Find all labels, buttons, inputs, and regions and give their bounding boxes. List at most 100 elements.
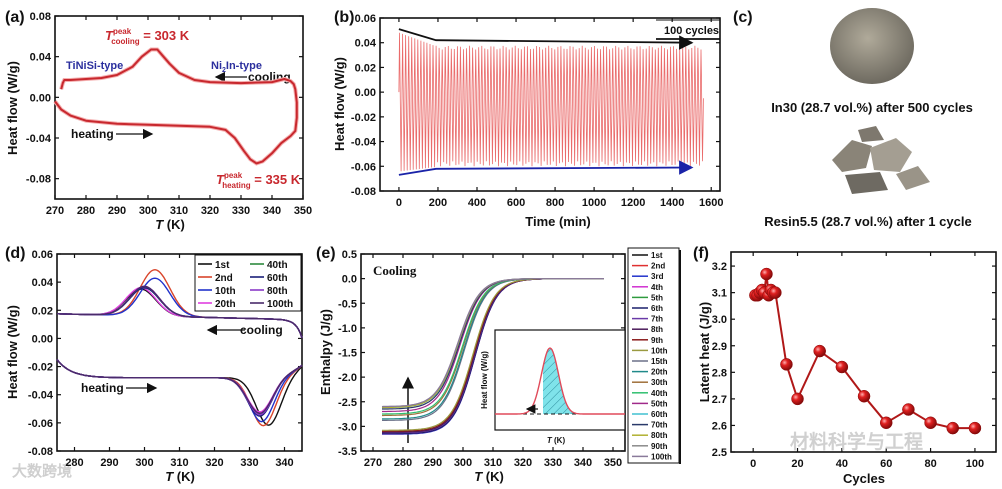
x-tick-label-e: 340 [574,457,592,469]
cycling-signal [398,32,704,172]
y-tick-label-f: 2.8 [712,367,727,379]
y-tick-label-a: -0.04 [26,133,52,145]
plot-frame-f [730,251,997,453]
inset-hatched-area [543,348,580,414]
legend-label-1st: 1st [651,251,663,260]
x-tick-label-e: 310 [484,457,502,469]
heating-curve-100th [56,359,303,415]
x-tick-label-b: 1600 [699,197,723,209]
panel-f: (f) Cycles Latent heat (J/g) [693,245,885,486]
y-tick-label-f: 3.0 [712,314,727,326]
y-axis-label-d: Heat flow (W/g) [5,305,20,399]
x-tick-label-d: 330 [240,457,258,469]
x-tick-label-e: 320 [514,457,532,469]
annotation-tinisi-type: TiNiSi-type [66,60,123,72]
latent-heat-point [791,392,804,406]
y-tick-label-f: 2.9 [712,341,727,353]
legend-label-60th: 60th [267,273,288,284]
y-tick-label-e: -3.0 [338,421,357,433]
x-tick-label-b: 600 [507,197,525,209]
annotation-heating: heating [71,127,114,141]
y-tick-label-d: 0.02 [32,305,53,317]
x-tick-label-e: 330 [544,457,562,469]
x-tick-label-f: 80 [924,458,936,470]
x-tick-label-a: 300 [139,205,157,217]
axes-f: 0 20 40 60 80 100 2.5 2.6 2.7 2.8 2.9 3.0 3.1 3.2 [712,251,997,470]
legend-label-15th: 15th [651,357,668,366]
y-tick-label-e: -1.0 [338,323,357,335]
x-tick-label-d: 310 [170,457,188,469]
y-tick-label-e: -3.5 [338,446,357,458]
legend-label-9th: 9th [651,336,663,345]
panel-e-title: Cooling [373,263,417,278]
panel-label-d: (d) [5,245,25,262]
legend-label-50th: 50th [651,399,668,408]
x-tick-label-e: 270 [364,457,382,469]
legend-label-70th: 70th [651,421,668,430]
legend-label-6th: 6th [651,304,663,313]
legend-label-30th: 30th [651,378,668,387]
legend-label-5th: 5th [651,293,663,302]
inset-x-label: T (K) [547,436,566,445]
y-tick-label-a: 0.00 [30,92,51,104]
y-tick-label-f: 2.6 [712,420,727,432]
x-tick-label-b: 200 [429,197,447,209]
x-tick-label-e: 300 [454,457,472,469]
x-tick-label-a: 280 [77,205,95,217]
y-axis-label-a: Heat flow (W/g) [5,61,20,155]
latent-heat-point [968,421,982,435]
legend-label-100th: 100th [267,299,293,310]
x-tick-label-a: 350 [294,205,312,217]
panel-label-f: (f) [693,245,709,262]
legend-label-40th: 40th [267,260,288,271]
enthalpy-curves [381,278,604,435]
panel-d: (d) cooling heating T (K) Heat flow (W/g… [5,245,283,484]
x-axis-label-e: T (K) [474,469,504,484]
y-tick-label-b: 0.00 [355,87,376,99]
y-tick-label-b: 0.02 [355,62,376,74]
axes-a: 270 280 290 300 310 320 330 340 350 -0.08 -0.04 0.0… [26,11,312,217]
x-tick-label-b: 1000 [582,197,606,209]
panel-c: (c) In30 (28.7 vol.%) after 500 cycles R… [733,8,973,229]
panel-label-a: (a) [5,9,25,26]
y-axis-label-b: Heat flow (W/g) [332,57,347,151]
y-tick-label-b: 0.04 [355,38,377,50]
y-tick-label-b: -0.06 [351,161,376,173]
dsc-curves-d [56,268,303,427]
caption-in30: In30 (28.7 vol.%) after 500 cycles [771,100,973,115]
x-tick-label-f: 0 [750,458,756,470]
annotation-cooling-d: cooling [240,323,283,337]
latent-heat-point [835,360,849,374]
latent-heat-point [857,389,871,403]
legend-label-60th: 60th [651,410,668,419]
y-tick-label-e: 0.0 [342,274,357,286]
legend-box-d [194,254,302,312]
latent-heat-point [769,286,782,299]
legend-label-90th: 90th [651,442,668,451]
legend-label-4th: 4th [651,283,663,292]
y-tick-label-f: 3.2 [712,261,727,273]
x-tick-label-d: 300 [135,457,153,469]
x-tick-label-f: 40 [836,458,848,470]
x-axis-label-b: Time (min) [525,214,591,229]
y-tick-label-d: -0.02 [28,362,53,374]
x-tick-label-e: 280 [394,457,412,469]
x-tick-label-d: 320 [205,457,223,469]
x-tick-label-a: 290 [108,205,126,217]
y-tick-label-f: 2.5 [712,447,727,459]
y-tick-label-e: -2.5 [338,397,357,409]
y-tick-label-d: -0.06 [28,418,53,430]
panel-label-b: (b) [334,9,354,26]
x-tick-label-a: 270 [46,205,64,217]
heat-flow-trace [398,32,704,172]
latent-heat-point [946,421,960,435]
panel-b: (b) Time (min) Heat flow (W/g) 100 cycle… [332,9,719,229]
y-axis-label-f: Latent heat (J/g) [697,302,712,402]
resin-broken-pieces-photo [832,126,930,194]
latent-heat-point [879,416,893,430]
y-tick-label-e: 0.5 [342,249,357,261]
latent-heat-point [813,344,826,358]
x-tick-label-b: 1200 [621,197,645,209]
x-axis-label-f: Cycles [843,471,885,486]
